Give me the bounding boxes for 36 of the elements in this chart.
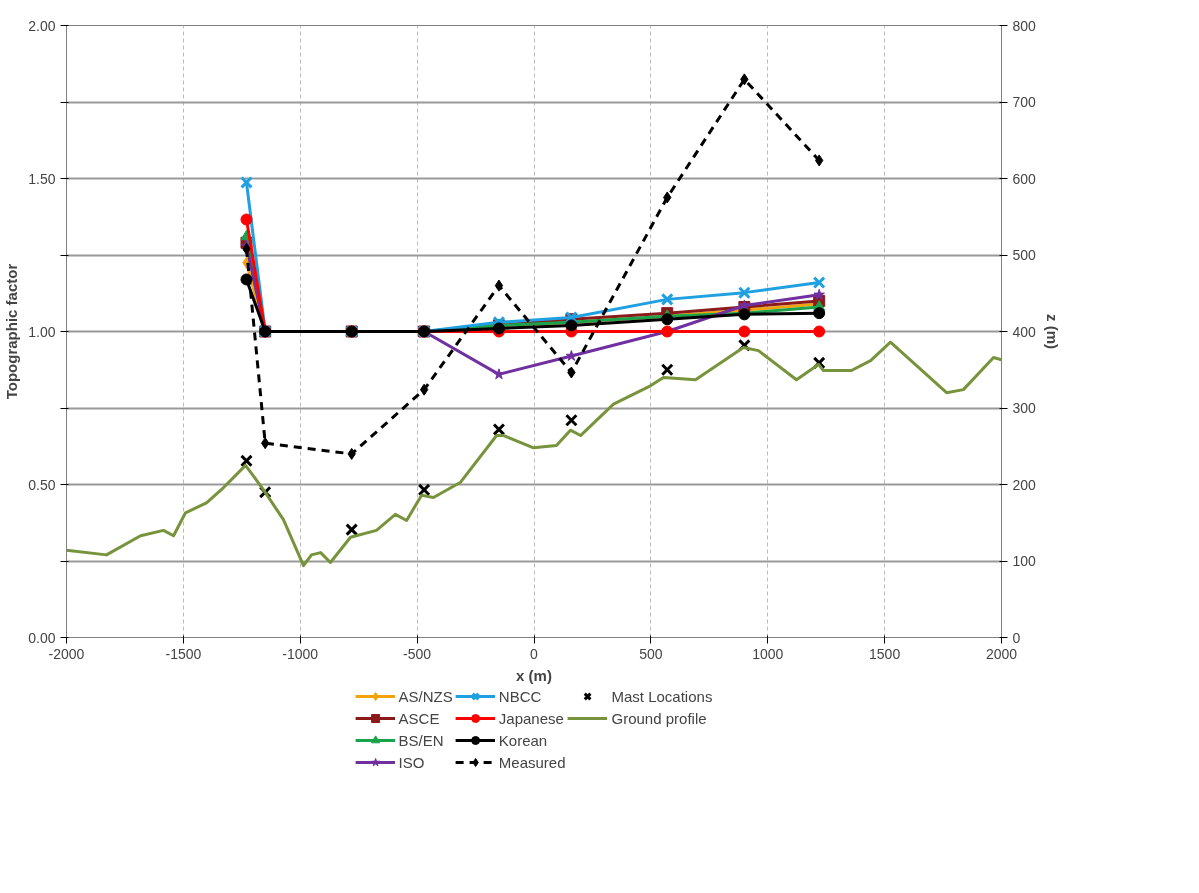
legend-label: AS/NZS <box>398 687 453 705</box>
y2-tick-label: 700 <box>1012 94 1037 110</box>
y2-tick-label: 200 <box>1012 476 1037 493</box>
y-tick-label: 1.00 <box>28 323 56 340</box>
y-tick-label: 1.50 <box>28 170 56 187</box>
x-tick-label: 500 <box>639 645 663 662</box>
y2-tick-label: 100 <box>1012 553 1037 569</box>
x-axis-title: x (m) <box>516 666 552 684</box>
y2-tick-label: 800 <box>1012 17 1037 34</box>
x-tick-label: 0 <box>530 645 539 662</box>
y2-tick-label: 500 <box>1012 247 1037 263</box>
legend-label: Japanese <box>498 709 564 727</box>
x-tick-label: -500 <box>403 645 432 662</box>
legend-label: ASCE <box>398 709 440 727</box>
legend-label: NBCC <box>498 687 542 705</box>
legend-label: BS/EN <box>398 731 444 749</box>
legend-label: Mast Locations <box>611 687 713 705</box>
x-tick-label: 1500 <box>869 645 901 662</box>
legend-label: Measured <box>498 753 566 771</box>
legend-label: Ground profile <box>611 709 707 727</box>
y2-tick-label: 0 <box>1012 629 1021 646</box>
y2-tick-label: 300 <box>1012 400 1037 416</box>
y-axis-title: Topographic factor <box>3 263 21 400</box>
legend-label: ISO <box>398 753 425 771</box>
y-tick-label: 0.00 <box>28 629 56 646</box>
x-tick-label: 1000 <box>752 645 784 662</box>
y2-tick-label: 400 <box>1012 323 1037 340</box>
x-tick-label: -1000 <box>282 645 319 662</box>
y-tick-label: 2.00 <box>28 17 56 34</box>
x-tick-label: -1500 <box>165 645 202 662</box>
y2-axis-title: z (m) <box>1043 314 1061 349</box>
y-tick-label: 0.50 <box>28 476 56 493</box>
x-tick-label: -2000 <box>48 645 85 662</box>
x-tick-label: 2000 <box>985 645 1018 662</box>
legend-label: Korean <box>498 731 548 749</box>
y2-tick-label: 600 <box>1012 170 1037 187</box>
